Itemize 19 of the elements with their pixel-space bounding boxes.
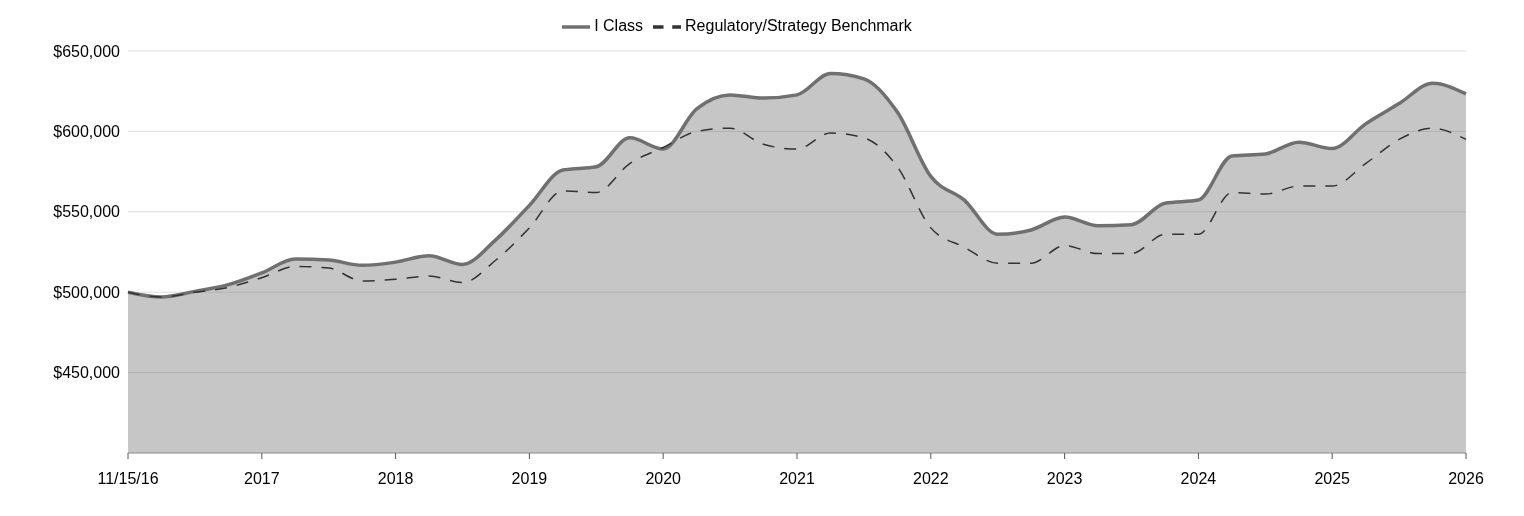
y-tick-label: $550,000: [53, 203, 121, 221]
x-tick-label: 2018: [377, 470, 414, 488]
legend-label: I Class: [594, 17, 644, 35]
x-tick-label: 2020: [645, 470, 682, 488]
x-tick-label: 2026: [1448, 470, 1484, 488]
x-tick-label: 2025: [1314, 470, 1351, 488]
y-tick-label: $600,000: [53, 123, 121, 141]
y-tick-label: $500,000: [53, 283, 121, 301]
y-tick-label: $650,000: [53, 42, 121, 60]
x-tick-label: 2021: [779, 470, 815, 488]
y-tick-label: $450,000: [53, 364, 121, 382]
legend-label: Regulatory/Strategy Benchmark: [685, 17, 912, 35]
x-tick-label: 2024: [1180, 470, 1217, 488]
x-tick-label: 11/15/16: [97, 470, 159, 488]
x-tick-label: 2023: [1046, 470, 1083, 488]
line-series: [127, 127, 1467, 298]
x-tick-label: 2019: [511, 470, 548, 488]
x-tick-label: 2017: [244, 470, 280, 488]
x-tick-label: 2022: [913, 470, 949, 488]
